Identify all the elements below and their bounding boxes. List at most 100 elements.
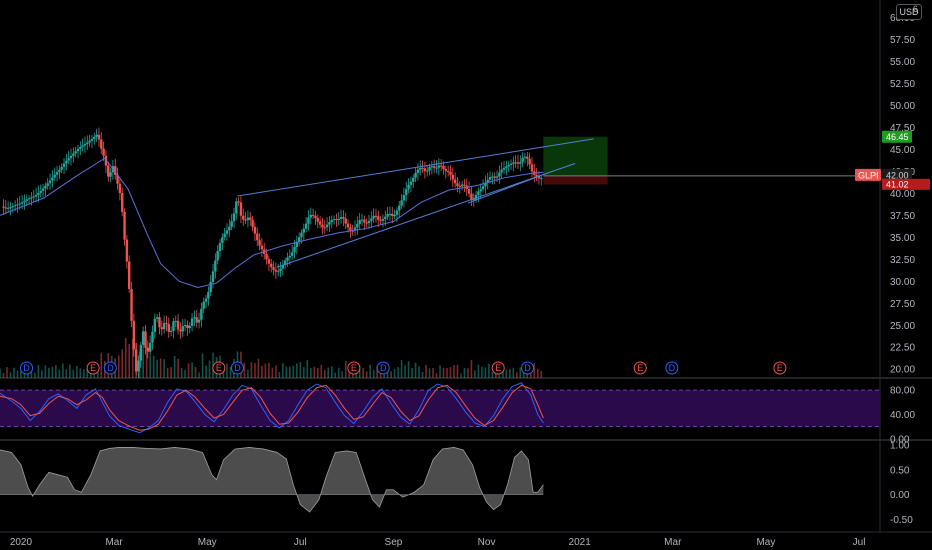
candle-body bbox=[535, 174, 538, 177]
candle-body bbox=[48, 180, 52, 184]
price-tick-label: 52.50 bbox=[890, 79, 915, 90]
volume-bar bbox=[512, 367, 515, 378]
top-tick-label: 6 bbox=[913, 4, 919, 14]
candle-body bbox=[309, 214, 312, 218]
candle-body bbox=[51, 177, 54, 181]
candle-body bbox=[32, 196, 35, 198]
volume-bar bbox=[341, 371, 344, 378]
candle-body bbox=[416, 169, 420, 173]
candle-body bbox=[463, 184, 466, 186]
candle-body bbox=[530, 164, 534, 172]
volume-bar bbox=[0, 368, 1, 378]
volume-bar bbox=[296, 363, 298, 378]
candle-body bbox=[384, 216, 387, 219]
candle-body bbox=[523, 156, 527, 158]
candle-body bbox=[323, 227, 326, 229]
earnings-event-marker bbox=[491, 361, 505, 375]
volume-bar bbox=[170, 367, 172, 378]
dividend-event-marker bbox=[20, 361, 34, 375]
volume-bar bbox=[285, 366, 288, 378]
candle-body bbox=[437, 165, 441, 168]
candle-body bbox=[193, 317, 196, 319]
candle-body bbox=[402, 194, 406, 201]
oscillator-tick-label: 0.50 bbox=[890, 465, 910, 476]
event-marker-label: E bbox=[90, 363, 96, 373]
candle-body bbox=[144, 331, 147, 348]
volume-bar bbox=[145, 346, 148, 378]
stochastic-line bbox=[0, 384, 544, 431]
volume-bar bbox=[20, 369, 22, 378]
volume-bar bbox=[128, 343, 131, 378]
volume-bar bbox=[96, 370, 99, 378]
candle-body bbox=[391, 213, 394, 217]
candle-body bbox=[67, 158, 70, 161]
volume-bar bbox=[37, 364, 40, 378]
candle-body bbox=[11, 206, 15, 208]
candle-body bbox=[55, 172, 59, 175]
candle-body bbox=[356, 223, 359, 228]
candle-body bbox=[34, 195, 38, 197]
candle-body bbox=[88, 140, 91, 143]
candle-body bbox=[498, 172, 501, 177]
volume-bar bbox=[369, 364, 371, 378]
event-marker-label: D bbox=[524, 363, 531, 373]
candle-body bbox=[190, 318, 194, 326]
volume-bar bbox=[83, 369, 85, 378]
volume-bar bbox=[432, 368, 434, 378]
volume-bar bbox=[344, 360, 347, 378]
price-tick-label: 25.00 bbox=[890, 321, 915, 332]
currency-label[interactable]: USD bbox=[896, 4, 922, 20]
volume-bar bbox=[439, 365, 441, 378]
time-tick-label: Sep bbox=[385, 537, 403, 548]
volume-bar bbox=[41, 370, 43, 378]
volume-bar bbox=[358, 365, 361, 378]
candle-body bbox=[62, 163, 66, 168]
candle-body bbox=[249, 217, 252, 220]
candle-body bbox=[400, 200, 403, 206]
volume-bar bbox=[180, 367, 183, 378]
volume-bar bbox=[425, 364, 427, 378]
candle-body bbox=[123, 211, 126, 240]
stochastic-tick-label: 80.00 bbox=[890, 386, 915, 397]
volume-bar bbox=[48, 367, 50, 378]
candle-body bbox=[167, 323, 170, 332]
candle-body bbox=[432, 166, 436, 168]
candle-body bbox=[293, 247, 296, 253]
volume-bar bbox=[16, 370, 19, 378]
candle-body bbox=[386, 214, 389, 217]
volume-bar bbox=[271, 367, 274, 378]
volume-bar bbox=[418, 366, 420, 378]
volume-bar bbox=[261, 365, 263, 378]
candle-body bbox=[207, 292, 210, 299]
volume-bar bbox=[467, 368, 469, 378]
candle-body bbox=[365, 222, 368, 224]
candle-body bbox=[81, 145, 84, 147]
candle-body bbox=[405, 189, 408, 195]
candle-body bbox=[302, 228, 306, 233]
candle-body bbox=[419, 167, 422, 170]
candle-body bbox=[314, 215, 317, 219]
candle-body bbox=[151, 331, 154, 343]
candle-body bbox=[500, 169, 503, 173]
candle-body bbox=[230, 221, 233, 227]
price-tick-label: 20.00 bbox=[890, 365, 915, 376]
volume-bar bbox=[100, 352, 103, 378]
candle-body bbox=[439, 165, 443, 167]
volume-bar bbox=[177, 358, 179, 378]
price-tick-label: 27.50 bbox=[890, 299, 915, 310]
candle-body bbox=[86, 142, 89, 145]
volume-bar bbox=[313, 366, 316, 378]
candle-body bbox=[225, 230, 229, 234]
candle-body bbox=[453, 179, 457, 184]
candle-body bbox=[428, 167, 431, 171]
candle-body bbox=[128, 261, 131, 289]
candle-body bbox=[335, 219, 338, 221]
stop-price-badge-text: 41.02 bbox=[886, 179, 909, 189]
volume-bar bbox=[184, 369, 186, 378]
volume-bar bbox=[327, 367, 330, 378]
candle-body bbox=[53, 174, 56, 178]
volume-bar bbox=[484, 367, 487, 378]
candle-body bbox=[502, 167, 506, 170]
candle-body bbox=[37, 192, 40, 196]
